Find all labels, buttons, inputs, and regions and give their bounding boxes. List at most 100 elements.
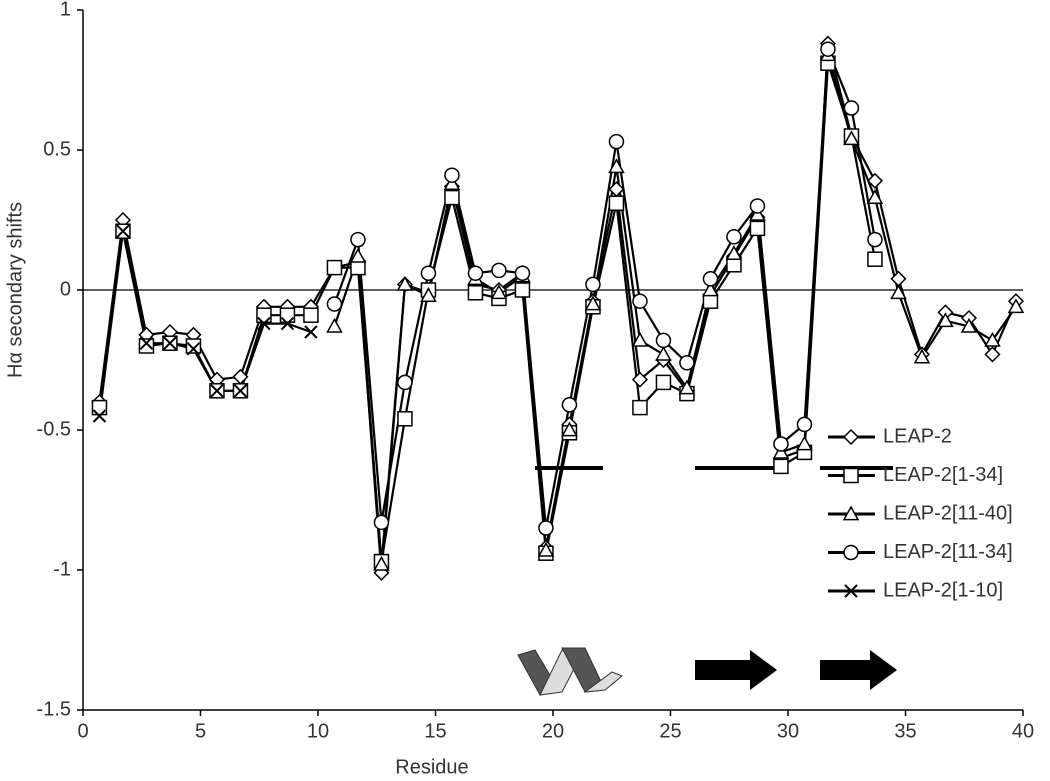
marker <box>326 296 343 312</box>
y-tick-label: -1.5 <box>37 698 71 720</box>
marker <box>773 458 789 475</box>
marker <box>984 346 1001 363</box>
x-tick-label: 25 <box>659 720 681 742</box>
legend-label: LEAP-2[1-10] <box>883 579 1003 601</box>
marker <box>632 399 648 416</box>
marker <box>773 436 789 452</box>
marker <box>116 224 130 238</box>
y-tick-label: 1 <box>60 0 71 20</box>
marker <box>984 331 1001 347</box>
marker <box>420 265 437 281</box>
marker <box>655 345 672 361</box>
marker <box>186 342 201 356</box>
x-axis-title: Residue <box>395 756 468 778</box>
marker <box>349 247 367 263</box>
y-axis-title: Hα secondary shifts <box>4 202 26 378</box>
marker <box>843 467 859 484</box>
marker <box>396 275 414 291</box>
marker <box>373 514 390 531</box>
helix-icon <box>583 671 623 693</box>
marker <box>561 397 578 413</box>
marker <box>92 409 107 423</box>
legend-label: LEAP-2 <box>883 425 952 447</box>
marker <box>397 374 413 391</box>
marker <box>843 544 859 561</box>
marker <box>608 195 625 211</box>
strand-arrow <box>820 650 897 690</box>
legend-label: LEAP-2[11-34] <box>883 541 1013 563</box>
marker <box>185 338 202 354</box>
marker <box>1007 298 1025 314</box>
marker <box>913 348 931 364</box>
marker <box>702 271 719 287</box>
marker <box>749 198 766 214</box>
marker <box>679 355 695 371</box>
marker <box>397 411 413 427</box>
marker <box>678 379 696 395</box>
marker <box>655 332 672 349</box>
series-line <box>98 62 877 562</box>
marker <box>726 229 742 245</box>
x-tick-label: 30 <box>777 720 799 742</box>
marker <box>350 231 366 248</box>
x-tick-label: 15 <box>424 720 446 742</box>
marker <box>163 336 177 350</box>
secondary-structure <box>517 466 897 696</box>
marker <box>631 371 649 388</box>
marker <box>843 100 860 116</box>
marker <box>608 133 625 150</box>
marker <box>584 295 602 311</box>
marker <box>608 158 625 174</box>
marker <box>537 541 555 557</box>
marker <box>444 189 460 206</box>
marker <box>632 293 648 309</box>
x-tick-label: 20 <box>542 720 564 742</box>
marker <box>842 505 860 521</box>
marker <box>842 428 860 446</box>
marker <box>655 374 672 391</box>
series-line <box>333 54 1017 565</box>
marker <box>796 416 813 433</box>
marker <box>702 281 719 297</box>
marker <box>420 287 437 302</box>
marker <box>796 435 813 451</box>
marker <box>937 312 954 328</box>
marker <box>280 316 295 331</box>
marker <box>467 265 484 281</box>
marker <box>725 245 743 260</box>
x-tick-label: 40 <box>1012 720 1034 742</box>
marker <box>326 317 343 333</box>
marker <box>749 220 766 237</box>
marker <box>561 421 578 437</box>
marker <box>538 520 554 536</box>
marker <box>303 307 319 323</box>
marker <box>491 262 507 279</box>
y-tick-label: 0.5 <box>43 138 71 160</box>
marker <box>514 265 531 281</box>
marker <box>844 584 858 598</box>
marker <box>843 130 860 146</box>
marker <box>866 189 884 204</box>
marker <box>820 41 836 57</box>
marker <box>960 317 978 333</box>
marker <box>326 259 343 276</box>
marker <box>867 231 883 248</box>
marker <box>444 167 460 183</box>
x-tick-label: 5 <box>195 720 206 742</box>
marker <box>585 276 601 293</box>
legend-label: LEAP-2[11-40] <box>883 502 1013 524</box>
marker <box>304 325 318 339</box>
y-tick-label: 0 <box>60 278 71 300</box>
x-tick-label: 35 <box>894 720 916 742</box>
marker <box>139 336 154 350</box>
marker <box>631 331 649 347</box>
marker <box>210 384 224 398</box>
y-tick-label: -1 <box>53 558 71 580</box>
marker <box>257 316 271 331</box>
marker <box>233 384 248 398</box>
marker <box>490 284 508 300</box>
y-tick-label: -0.5 <box>37 418 71 440</box>
marker <box>138 338 155 354</box>
x-tick-label: 0 <box>77 720 88 742</box>
